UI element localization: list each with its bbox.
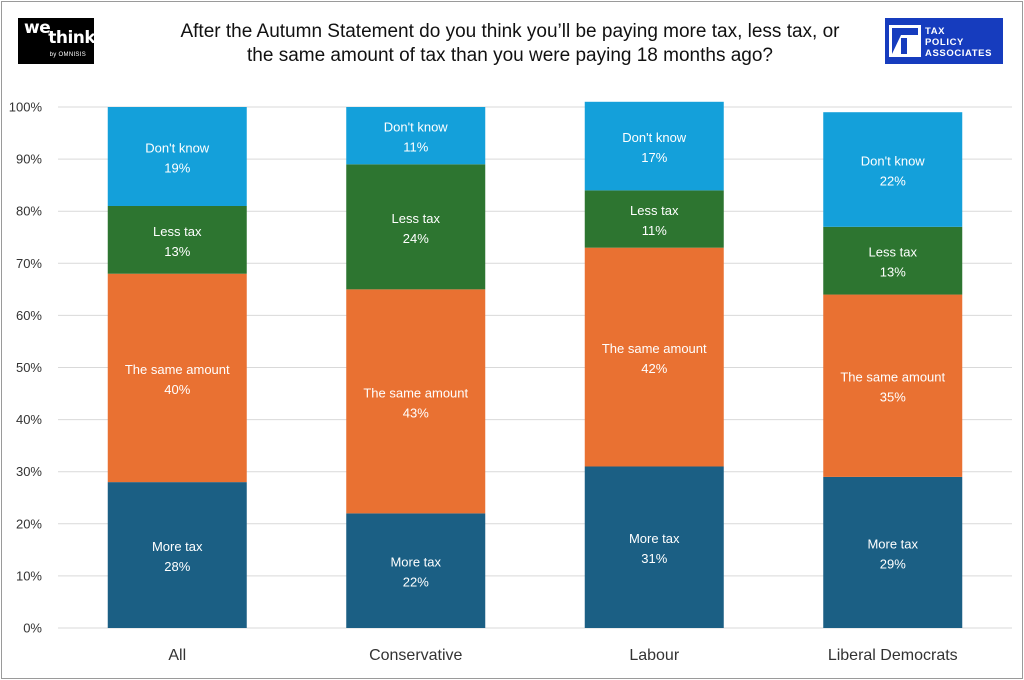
tpa-line1: TAX xyxy=(925,26,946,37)
x-category-label: Labour xyxy=(629,647,679,664)
bar-segment xyxy=(107,273,247,483)
segment-series-label: Don't know xyxy=(622,130,687,145)
segment-value-label: 22% xyxy=(880,174,906,189)
segment-value-label: 31% xyxy=(641,551,667,566)
segment-series-label: More tax xyxy=(629,531,680,546)
y-tick-label: 20% xyxy=(16,516,42,531)
bar-segment xyxy=(584,190,724,248)
tpa-emblem-icon xyxy=(889,25,921,57)
segment-value-label: 42% xyxy=(641,361,667,376)
y-tick-label: 50% xyxy=(16,360,42,375)
segment-series-label: More tax xyxy=(390,555,441,570)
logo-tagline: by OMNISIS xyxy=(49,52,86,58)
segment-series-label: The same amount xyxy=(602,341,707,356)
segment-value-label: 19% xyxy=(164,160,190,175)
y-tick-label: 40% xyxy=(16,412,42,427)
segment-series-label: The same amount xyxy=(125,362,230,377)
y-axis: 0% 10% 20% 30% 40% 50% 60% 70% 80% 90% 100% xyxy=(9,100,43,636)
segment-value-label: 11% xyxy=(642,223,667,238)
x-category-label: Liberal Democrats xyxy=(828,647,958,664)
y-tick-label: 90% xyxy=(16,152,42,167)
chart-title: After the Autumn Statement do you think … xyxy=(120,20,900,68)
segment-value-label: 13% xyxy=(164,244,190,259)
bar-segment xyxy=(346,513,486,628)
segment-value-label: 35% xyxy=(880,390,906,405)
x-category-label: Conservative xyxy=(369,647,462,664)
bar-segment xyxy=(823,476,963,628)
tax-policy-associates-logo: TAX POLICY ASSOCIATES xyxy=(885,18,1003,64)
y-tick-label: 30% xyxy=(16,464,42,479)
segment-value-label: 24% xyxy=(403,231,429,246)
chart-title-line1: After the Autumn Statement do you think … xyxy=(180,21,840,42)
segment-series-label: The same amount xyxy=(840,370,945,385)
y-tick-label: 70% xyxy=(16,256,42,271)
segment-series-label: Don't know xyxy=(145,140,210,155)
y-tick-label: 0% xyxy=(23,621,42,636)
segment-series-label: Don't know xyxy=(861,154,926,169)
y-tick-label: 10% xyxy=(16,568,42,583)
bar-segment xyxy=(107,482,247,628)
y-tick-label: 80% xyxy=(16,204,42,219)
tpa-line2: POLICY xyxy=(925,37,964,48)
y-tick-label: 100% xyxy=(9,100,43,115)
x-axis: All Conservative Labour Liberal Democrats xyxy=(168,647,957,664)
segment-value-label: 17% xyxy=(641,150,667,165)
logo-think: think xyxy=(48,28,96,48)
segment-series-label: Less tax xyxy=(392,211,441,226)
segment-value-label: 13% xyxy=(880,265,906,280)
segment-value-label: 11% xyxy=(403,140,428,155)
segment-series-label: Less tax xyxy=(153,224,202,239)
segment-series-label: The same amount xyxy=(363,385,468,400)
bar-segment xyxy=(823,112,963,227)
bar-segment xyxy=(346,289,486,514)
segment-value-label: 22% xyxy=(403,575,429,590)
segment-value-label: 40% xyxy=(164,382,190,397)
y-tick-label: 60% xyxy=(16,308,42,323)
bar-segment xyxy=(107,205,247,274)
segment-value-label: 29% xyxy=(880,556,906,571)
bar-segment xyxy=(584,247,724,467)
bar-segment xyxy=(823,226,963,295)
logo-we: we xyxy=(24,18,51,38)
segment-value-label: 43% xyxy=(403,405,429,420)
bar-segment xyxy=(584,101,724,191)
tpa-line3: ASSOCIATES xyxy=(925,48,993,59)
chart-title-line2: the same amount of tax than you were pay… xyxy=(247,45,773,66)
bars: More tax 28% The same amount 40% Less tax 13%… xyxy=(107,101,963,628)
bar-segment xyxy=(584,466,724,628)
segment-series-label: More tax xyxy=(867,536,918,551)
bar-segment xyxy=(346,107,486,165)
segment-value-label: 28% xyxy=(164,559,190,574)
bar-segment xyxy=(823,294,963,477)
segment-series-label: Don't know xyxy=(384,120,449,135)
segment-series-label: More tax xyxy=(152,539,203,554)
segment-series-label: Less tax xyxy=(630,203,679,218)
wethink-logo: wethink by OMNISIS xyxy=(18,18,96,64)
segment-series-label: Less tax xyxy=(869,245,918,260)
bar-segment xyxy=(346,164,486,290)
bar-segment xyxy=(107,107,247,206)
x-category-label: All xyxy=(168,647,186,664)
